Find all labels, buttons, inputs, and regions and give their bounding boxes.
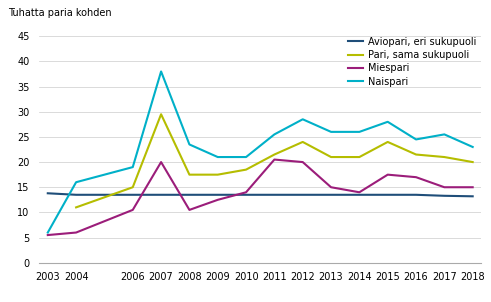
Naispari <box>45 231 51 234</box>
Pari, sama sukupuoli <box>272 153 277 156</box>
Line: Aviopari, eri sukupuoli: Aviopari, eri sukupuoli <box>48 193 473 196</box>
Pari, sama sukupuoli <box>470 160 476 164</box>
Miespari <box>356 191 362 194</box>
Miespari <box>413 175 419 179</box>
Miespari <box>300 160 306 164</box>
Aviopari, eri sukupuoli <box>272 193 277 197</box>
Miespari <box>328 185 334 189</box>
Pari, sama sukupuoli <box>73 206 79 209</box>
Aviopari, eri sukupuoli <box>356 193 362 197</box>
Aviopari, eri sukupuoli <box>413 193 419 197</box>
Naispari <box>243 155 249 159</box>
Line: Naispari: Naispari <box>48 72 473 233</box>
Pari, sama sukupuoli <box>158 112 164 116</box>
Miespari <box>215 198 220 202</box>
Aviopari, eri sukupuoli <box>243 193 249 197</box>
Miespari <box>243 191 249 194</box>
Naispari <box>356 130 362 134</box>
Naispari <box>300 117 306 121</box>
Pari, sama sukupuoli <box>215 173 220 176</box>
Pari, sama sukupuoli <box>328 155 334 159</box>
Naispari <box>73 180 79 184</box>
Naispari <box>130 165 136 169</box>
Miespari <box>441 185 447 189</box>
Miespari <box>187 208 192 212</box>
Pari, sama sukupuoli <box>441 155 447 159</box>
Aviopari, eri sukupuoli <box>73 193 79 197</box>
Naispari <box>413 138 419 141</box>
Naispari <box>158 70 164 73</box>
Pari, sama sukupuoli <box>413 153 419 156</box>
Miespari <box>158 160 164 164</box>
Naispari <box>385 120 391 124</box>
Pari, sama sukupuoli <box>130 185 136 189</box>
Text: Tuhatta paria kohden: Tuhatta paria kohden <box>8 8 112 18</box>
Aviopari, eri sukupuoli <box>130 193 136 197</box>
Aviopari, eri sukupuoli <box>45 191 51 195</box>
Naispari <box>272 133 277 136</box>
Naispari <box>187 143 192 146</box>
Line: Pari, sama sukupuoli: Pari, sama sukupuoli <box>76 114 473 207</box>
Aviopari, eri sukupuoli <box>470 194 476 198</box>
Pari, sama sukupuoli <box>385 140 391 144</box>
Pari, sama sukupuoli <box>356 155 362 159</box>
Aviopari, eri sukupuoli <box>441 194 447 198</box>
Aviopari, eri sukupuoli <box>385 193 391 197</box>
Miespari <box>45 233 51 237</box>
Naispari <box>470 145 476 149</box>
Miespari <box>130 208 136 212</box>
Naispari <box>328 130 334 134</box>
Aviopari, eri sukupuoli <box>158 193 164 197</box>
Pari, sama sukupuoli <box>187 173 192 176</box>
Naispari <box>215 155 220 159</box>
Aviopari, eri sukupuoli <box>328 193 334 197</box>
Line: Miespari: Miespari <box>48 159 473 235</box>
Miespari <box>73 231 79 234</box>
Pari, sama sukupuoli <box>243 168 249 172</box>
Miespari <box>272 158 277 161</box>
Legend: Aviopari, eri sukupuoli, Pari, sama sukupuoli, Miespari, Naispari: Aviopari, eri sukupuoli, Pari, sama suku… <box>349 37 476 87</box>
Miespari <box>385 173 391 176</box>
Aviopari, eri sukupuoli <box>215 193 220 197</box>
Miespari <box>470 185 476 189</box>
Naispari <box>441 133 447 136</box>
Aviopari, eri sukupuoli <box>187 193 192 197</box>
Pari, sama sukupuoli <box>300 140 306 144</box>
Aviopari, eri sukupuoli <box>300 193 306 197</box>
